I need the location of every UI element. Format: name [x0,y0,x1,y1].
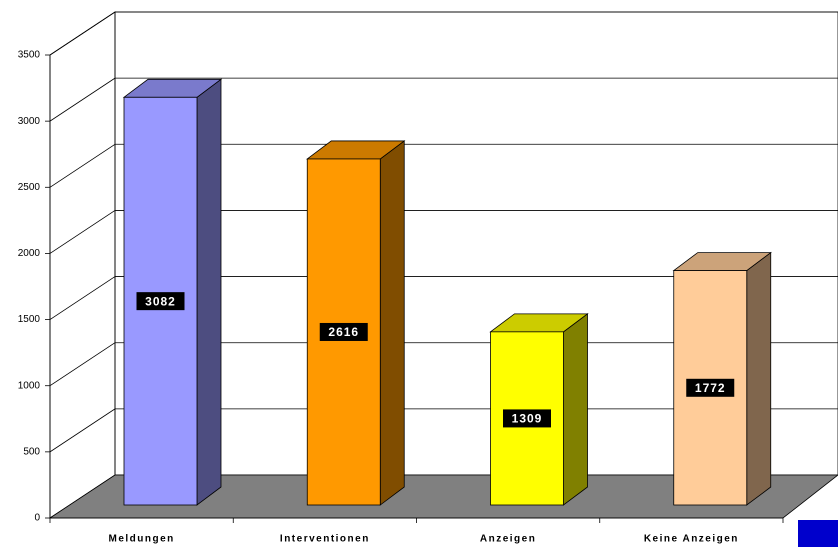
x-tick-label: Keine Anzeigen [644,534,739,545]
bar-side [563,313,588,506]
y-tick-label: 500 [23,446,40,457]
value-label-box [503,409,551,428]
bar-side [379,140,405,506]
y-tick-label: 2500 [18,182,41,193]
x-tick-label: Meldungen [108,534,174,545]
y-tick-label: 3500 [18,50,41,61]
value-label: 1772 [695,381,726,395]
y-tick-label: 1500 [18,314,41,325]
grid-line [49,210,116,254]
x-tick-label: Interventionen [280,534,370,545]
y-tick-label: 1000 [18,380,41,391]
corner-block [798,520,838,547]
grid-line [49,408,116,453]
value-label-box [319,322,368,341]
x-tick-label: Anzeigen [480,534,536,545]
bar-side [746,251,772,506]
bar-side [196,78,222,506]
value-label-box [136,292,185,311]
value-label: 2616 [328,325,359,339]
y-tick-label: 0 [34,513,40,524]
grid-line [49,11,116,56]
value-label: 3082 [145,294,176,308]
y-tick-label: 3000 [18,116,41,127]
value-label-box [686,378,735,397]
grid-line [49,143,116,188]
value-label: 1309 [512,412,543,426]
y-tick-label: 2000 [18,248,41,259]
side-wall [49,11,116,519]
grid-line [49,342,116,387]
grid-line [49,77,116,122]
grid-line [49,276,116,320]
